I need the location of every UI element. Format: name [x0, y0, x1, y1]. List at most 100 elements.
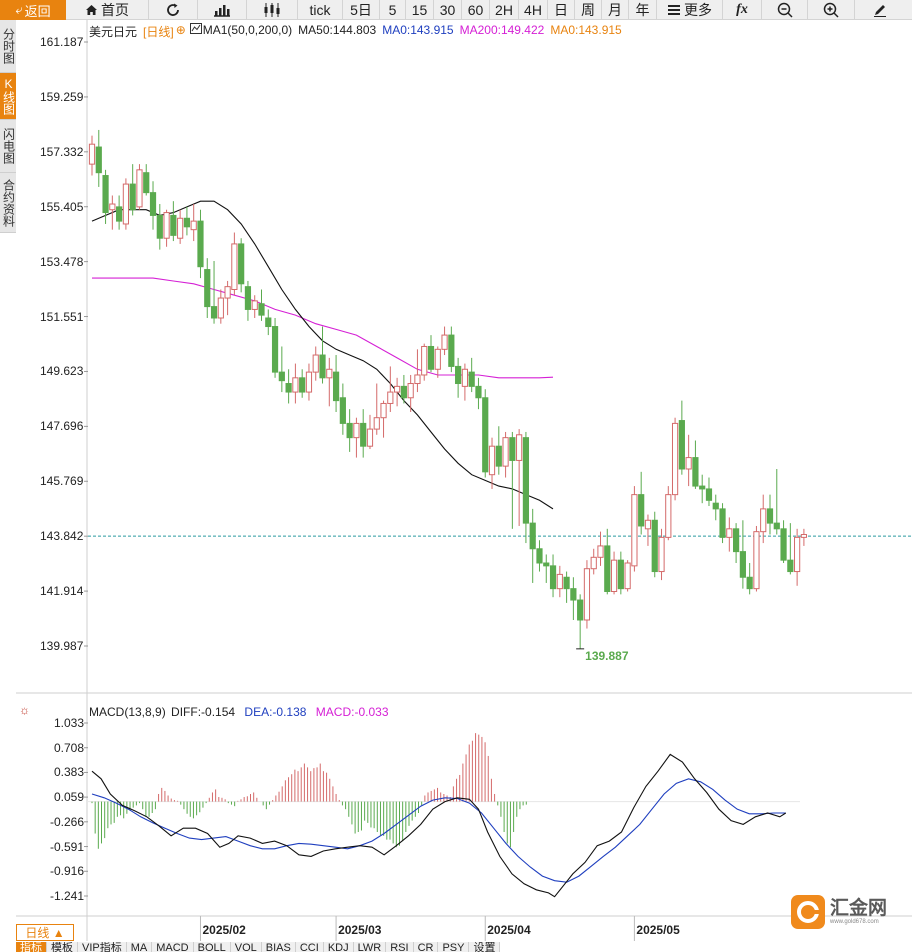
back-button[interactable]: ⤶ 返回	[0, 0, 66, 20]
candle-body	[671, 422, 679, 496]
tab-contract[interactable]: 合约资料	[0, 173, 16, 233]
period-day[interactable]: 日	[548, 0, 575, 20]
candle-body	[373, 417, 380, 430]
period-label: 2H	[495, 2, 513, 18]
zoom-out-button[interactable]	[762, 0, 808, 20]
indicator-gear-icon[interactable]: ☼	[19, 703, 30, 717]
period-badge: [日线]	[143, 25, 174, 39]
more-button[interactable]: 更多	[657, 0, 723, 20]
indicator-tab[interactable]: MA	[126, 942, 153, 952]
tab-kline[interactable]: K线图	[0, 73, 16, 120]
indicator-tab[interactable]: 指标	[16, 942, 47, 952]
candle-body	[149, 192, 157, 216]
refresh-button[interactable]	[149, 0, 198, 20]
price-tick-label: 145.769	[40, 474, 84, 489]
candle-body	[787, 559, 794, 573]
candle-body	[346, 422, 353, 439]
candle-body	[773, 522, 780, 530]
back-label: 返回	[24, 3, 51, 19]
candle-body	[800, 534, 807, 538]
date-tick-label: 2025/02	[202, 923, 246, 937]
candle-body	[244, 286, 252, 310]
chart-type-button[interactable]	[198, 0, 247, 20]
candle-body	[339, 397, 346, 424]
indicator-tab[interactable]: 设置	[469, 942, 501, 952]
period-label: 周	[581, 2, 595, 18]
indicator-tab[interactable]: BOLL	[193, 942, 231, 952]
period-30m[interactable]: 30	[434, 0, 462, 20]
candle-body	[739, 551, 746, 578]
price-tick-label: 143.842	[40, 529, 84, 544]
back-arrow-icon: ⤶	[15, 2, 23, 17]
period-label: 15	[411, 2, 428, 18]
tick-label: tick	[309, 2, 331, 18]
price-tick-label: 151.551	[40, 309, 84, 324]
candle-body	[495, 445, 502, 467]
candle-body	[407, 383, 414, 399]
tab-timeshare[interactable]: 分时图	[0, 20, 16, 73]
toolbar: ⤶ 返回 首页	[0, 0, 912, 20]
period-label: 日	[554, 2, 568, 18]
candle-body	[326, 368, 333, 379]
candle-body	[488, 445, 496, 476]
period-selector-label: 日线 ▲	[25, 926, 65, 940]
period-15m[interactable]: 15	[406, 0, 434, 20]
side-tabs: 分时图 K线图 闪电图 合约资料	[0, 20, 16, 233]
tab-flash[interactable]: 闪电图	[0, 120, 16, 173]
period-year[interactable]: 年	[629, 0, 657, 20]
home-button[interactable]: 首页	[66, 0, 149, 20]
candle-body	[746, 576, 753, 590]
indicator-tab[interactable]: RSI	[386, 942, 414, 952]
period-selector[interactable]: 日线 ▲	[16, 924, 74, 941]
settings-icon[interactable]: ⊕	[175, 23, 186, 37]
watermark-url: www.gold678.com	[830, 919, 879, 925]
macd-value: MACD:-0.033	[315, 705, 389, 719]
zoom-in-button[interactable]	[808, 0, 855, 20]
indicator-tab[interactable]: CCI	[295, 942, 324, 952]
candle-body	[638, 494, 645, 527]
indicator-tab[interactable]: LWR	[353, 942, 387, 952]
candle-style-button[interactable]	[247, 0, 298, 20]
candle-body	[116, 206, 123, 222]
period-5d[interactable]: 5日	[343, 0, 380, 20]
candle-body	[102, 175, 109, 214]
candle-body	[271, 326, 279, 373]
candle-body	[231, 243, 238, 290]
draw-tool-button[interactable]	[855, 0, 904, 20]
candle-body	[319, 354, 326, 379]
period-60m[interactable]: 60	[462, 0, 490, 20]
tick-button[interactable]: tick	[298, 0, 343, 20]
indicator-tab[interactable]: VOL	[230, 942, 262, 952]
side-tab-label: 合约资料	[1, 178, 16, 227]
candle-body	[529, 522, 536, 550]
indicator-tab[interactable]: CR	[413, 942, 439, 952]
period-4h[interactable]: 4H	[519, 0, 548, 20]
candle-body	[109, 203, 116, 211]
indicator-tab[interactable]: PSY	[438, 942, 470, 952]
candle-body	[583, 568, 591, 621]
period-2h[interactable]: 2H	[490, 0, 519, 20]
candle-body	[509, 437, 516, 461]
ma200-value: MA200:149.422	[459, 23, 545, 37]
price-tick-label: 157.332	[40, 144, 84, 159]
indicator-tab[interactable]: BIAS	[261, 942, 296, 952]
indicator-tab[interactable]: KDJ	[323, 942, 354, 952]
candle-body	[699, 485, 706, 490]
period-label: 4H	[524, 2, 542, 18]
period-week[interactable]: 周	[575, 0, 602, 20]
period-5m[interactable]: 5	[380, 0, 406, 20]
indicator-tab[interactable]: MACD	[152, 942, 194, 952]
indicator-tab[interactable]: 模板	[47, 942, 78, 952]
ma-legend: 美元日元 [日线] ⊕ MA1(50,0,200,0) MA50:144.803…	[89, 23, 628, 40]
period-month[interactable]: 月	[602, 0, 629, 20]
candle-body	[88, 143, 96, 165]
dea-line	[91, 778, 786, 883]
ma50-value: MA50:144.803	[298, 23, 377, 37]
candle-body	[610, 559, 618, 592]
indicator-tab[interactable]: VIP指标	[78, 942, 127, 952]
candle-body	[299, 377, 306, 393]
candle-body	[353, 422, 360, 439]
formula-button[interactable]: fx	[723, 0, 762, 20]
candle-body	[644, 519, 652, 530]
